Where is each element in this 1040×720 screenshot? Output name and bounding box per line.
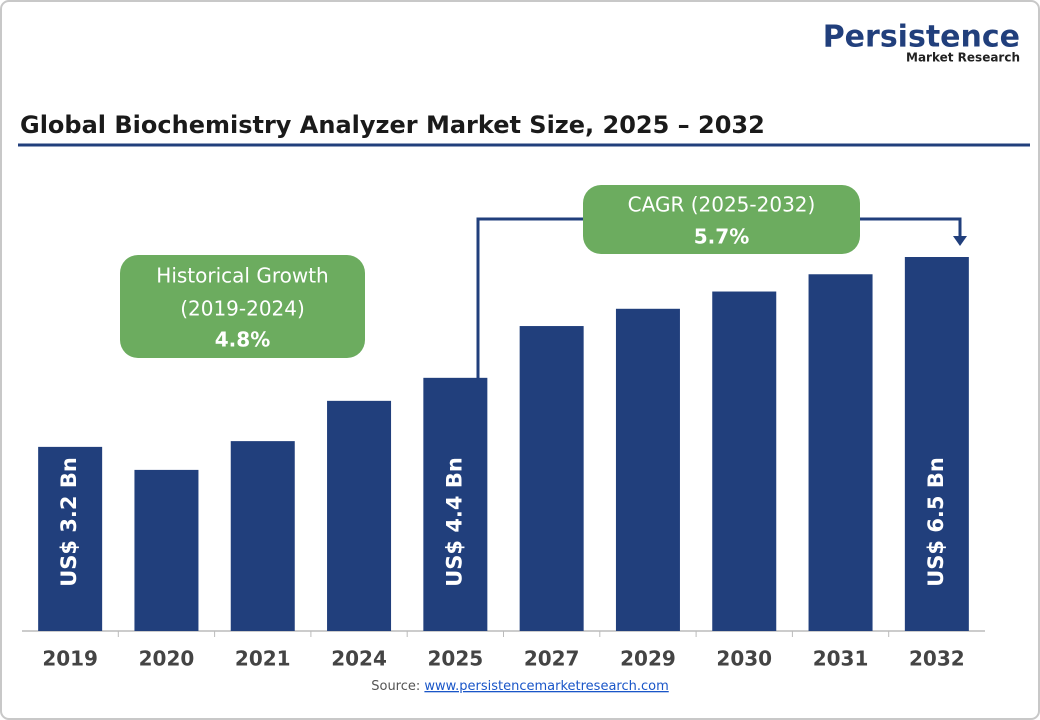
bar — [519, 326, 584, 631]
x-tick-label: 2024 — [331, 647, 387, 671]
x-tick-label: 2019 — [42, 647, 98, 671]
bar — [327, 400, 392, 631]
value-label: US$ 4.4 Bn — [442, 457, 466, 587]
bar — [904, 257, 969, 631]
bar — [712, 291, 777, 631]
source-label: Source: — [371, 679, 420, 694]
bar — [423, 377, 488, 631]
x-tick-label: 2032 — [909, 647, 965, 671]
bar — [38, 446, 103, 631]
x-tick-label: 2029 — [620, 647, 676, 671]
annotation-text: Historical Growth — [156, 264, 328, 288]
value-label: US$ 6.5 Bn — [924, 457, 948, 587]
x-tick-label: 2027 — [524, 647, 580, 671]
logo-name: Persistence — [823, 20, 1020, 55]
x-tick-label: 2020 — [139, 647, 195, 671]
annotation-box — [583, 185, 860, 254]
bar — [134, 469, 199, 631]
arrow-head — [953, 236, 967, 246]
annotation-text: 5.7% — [694, 225, 749, 249]
x-tick-label: 2021 — [235, 647, 291, 671]
annotation-text: (2019-2024) — [180, 297, 305, 321]
chart-title: Global Biochemistry Analyzer Market Size… — [20, 111, 765, 139]
value-label: US$ 3.2 Bn — [57, 457, 81, 587]
x-tick-label: 2030 — [716, 647, 772, 671]
bar — [615, 308, 680, 631]
bar — [230, 441, 295, 631]
source-link[interactable]: www.persistencemarketresearch.com — [424, 679, 668, 694]
logo-tagline: Market Research — [906, 51, 1020, 65]
annotation-text: CAGR (2025-2032) — [628, 193, 816, 217]
bar — [808, 274, 873, 631]
x-tick-label: 2031 — [813, 647, 869, 671]
annotation-box — [120, 255, 365, 358]
source: Source: www.persistencemarketresearch.co… — [371, 679, 669, 694]
annotation-text: 4.8% — [215, 328, 270, 352]
x-tick-label: 2025 — [428, 647, 484, 671]
